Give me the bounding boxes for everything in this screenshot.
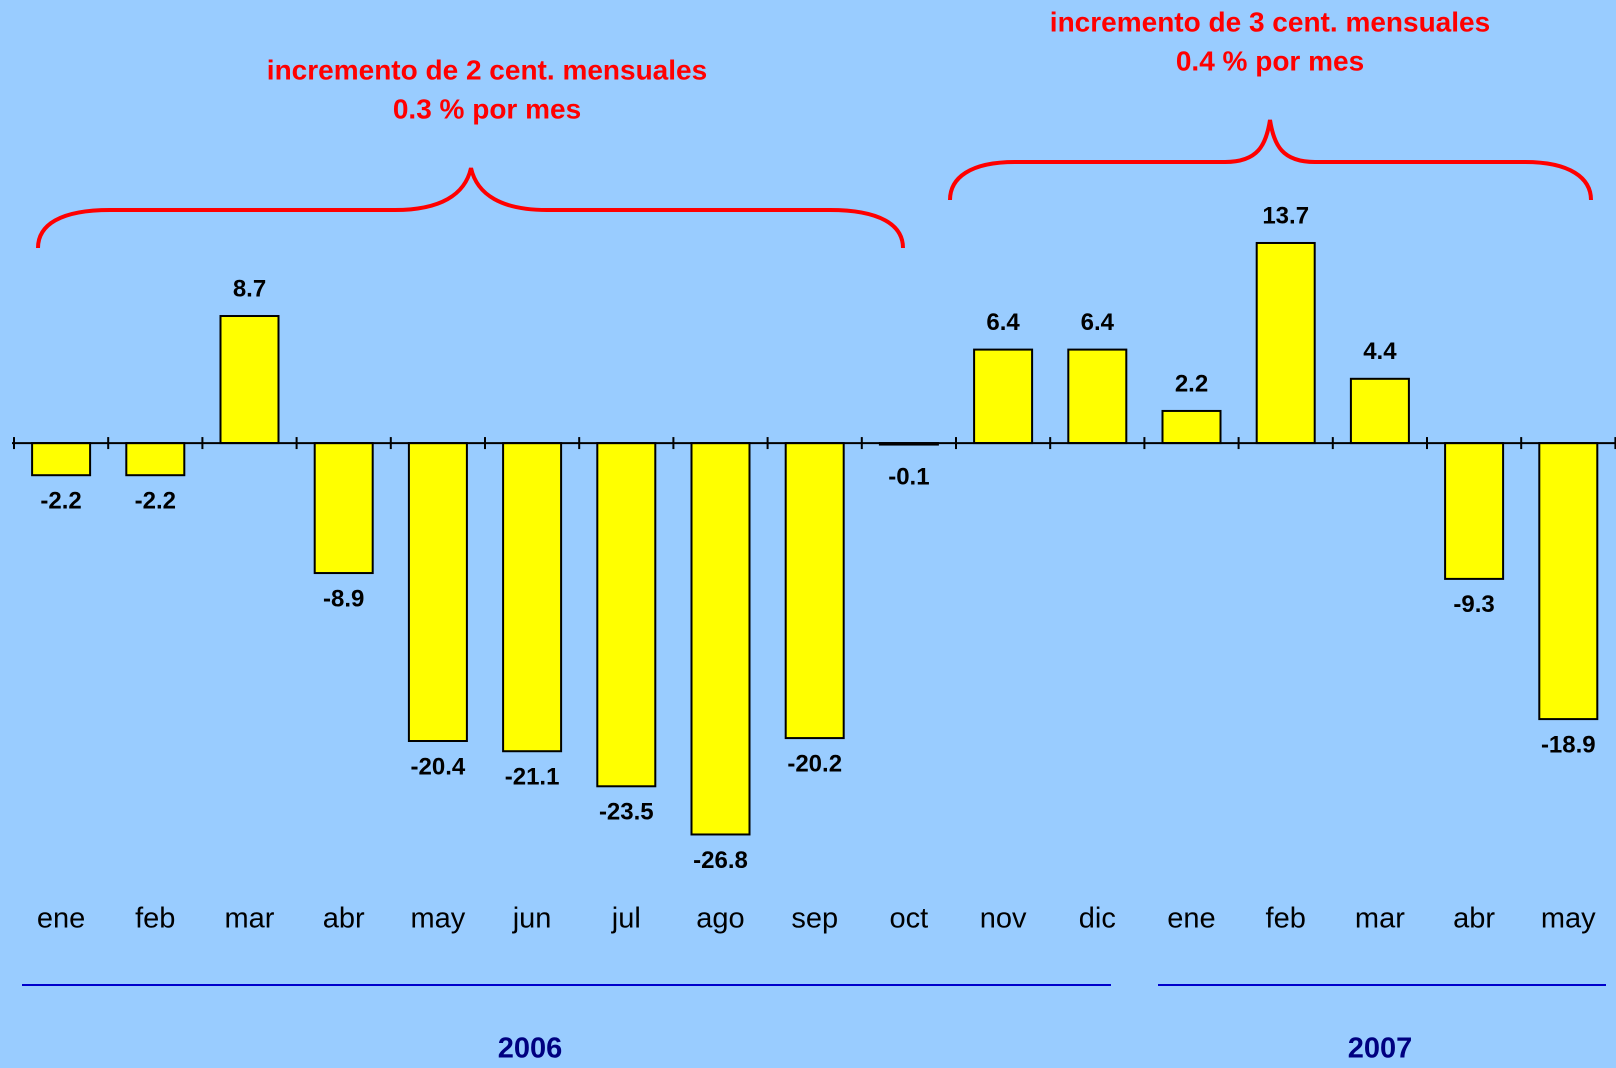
value-label: -0.1: [888, 463, 929, 490]
x-tick-label: nov: [980, 903, 1027, 935]
value-label: -8.9: [323, 585, 364, 612]
bar: [1444, 442, 1505, 580]
bar: [596, 442, 657, 788]
bar: [1161, 409, 1222, 445]
bar: [1067, 348, 1128, 445]
value-label: 4.4: [1363, 338, 1397, 365]
x-tick-label: feb: [1266, 903, 1306, 935]
bar: [690, 442, 751, 836]
value-label: -20.4: [411, 753, 466, 780]
value-label: -9.3: [1453, 591, 1494, 618]
x-tick-label: oct: [890, 903, 929, 935]
x-tick-label: sep: [791, 903, 838, 935]
x-tick-label: ene: [1167, 903, 1215, 935]
group-label: 2007: [1348, 1033, 1413, 1065]
bar: [31, 442, 92, 477]
x-tick-label: ago: [696, 903, 744, 935]
value-label: -20.2: [787, 750, 842, 777]
x-tick-label: abr: [1453, 903, 1495, 935]
value-label: -18.9: [1541, 731, 1596, 758]
x-tick-label: jun: [512, 903, 552, 935]
value-label: -26.8: [693, 847, 748, 874]
x-tick-label: mar: [225, 903, 275, 935]
value-label: -21.1: [505, 764, 560, 791]
value-label: 13.7: [1262, 202, 1309, 229]
value-label: 6.4: [986, 309, 1020, 336]
x-tick-label: feb: [135, 903, 175, 935]
annotation: 0.3 % por mes: [393, 93, 581, 124]
x-tick-label: mar: [1355, 903, 1405, 935]
bar: [1538, 442, 1599, 721]
bar: [407, 442, 468, 743]
group-label: 2006: [498, 1033, 563, 1065]
value-label: 2.2: [1175, 370, 1208, 397]
bar: [973, 348, 1034, 445]
bar: [1349, 377, 1410, 445]
annotation: incremento de 2 cent. mensuales: [267, 54, 707, 85]
brace: [36, 167, 905, 249]
x-tick-label: ene: [37, 903, 85, 935]
value-label: 8.7: [233, 275, 266, 302]
x-tick-label: may: [411, 903, 466, 935]
x-tick-label: jul: [611, 903, 641, 935]
brace: [948, 119, 1593, 201]
x-tick-label: may: [1541, 903, 1596, 935]
bar: [502, 442, 563, 753]
bar: [125, 442, 186, 477]
value-label: 6.4: [1081, 309, 1115, 336]
bar: [313, 442, 374, 575]
annotation: incremento de 3 cent. mensuales: [1050, 6, 1490, 37]
bar: [219, 315, 280, 445]
value-label: -23.5: [599, 799, 654, 826]
bar: [784, 442, 845, 740]
x-tick-label: dic: [1079, 903, 1116, 935]
x-tick-label: abr: [323, 903, 365, 935]
annotation: 0.4 % por mes: [1176, 45, 1364, 76]
value-label: -2.2: [40, 488, 81, 515]
bar: [1255, 241, 1316, 445]
value-label: -2.2: [135, 488, 176, 515]
